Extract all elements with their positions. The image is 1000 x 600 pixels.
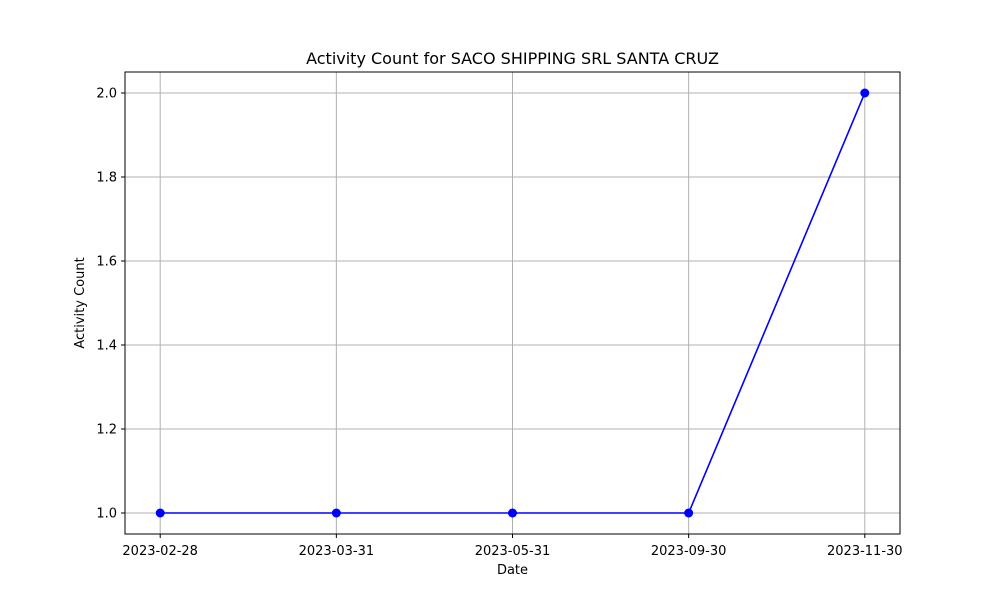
series-activity-count [155, 88, 870, 518]
x-tick-label: 2023-09-30 [651, 544, 727, 559]
x-tick-label: 2023-05-31 [475, 544, 551, 559]
y-tick-label: 1.6 [96, 255, 117, 270]
y-tick-label: 1.0 [96, 507, 117, 522]
y-tick-label: 1.8 [96, 171, 117, 186]
data-point [155, 508, 165, 518]
data-point [684, 508, 694, 518]
y-axis-label: Activity Count [73, 257, 88, 348]
x-tick-label: 2023-02-28 [122, 544, 198, 559]
x-axis-ticks: 2023-02-28 2023-03-31 2023-05-31 2023-09-30… [122, 534, 903, 559]
data-point [860, 88, 870, 98]
data-point [331, 508, 341, 518]
data-point [508, 508, 517, 518]
chart-title: Activity Count for SACO SHIPPING SRL SAN… [306, 49, 719, 68]
y-tick-label: 1.4 [96, 339, 117, 354]
y-tick-label: 2.0 [96, 87, 117, 102]
x-tick-label: 2023-11-30 [827, 544, 903, 559]
x-axis-label: Date [497, 563, 528, 578]
y-tick-label: 1.2 [96, 423, 117, 438]
y-axis-ticks: 1.0 1.2 1.4 1.6 1.8 2.0 [96, 87, 125, 522]
x-tick-label: 2023-03-31 [299, 544, 375, 559]
